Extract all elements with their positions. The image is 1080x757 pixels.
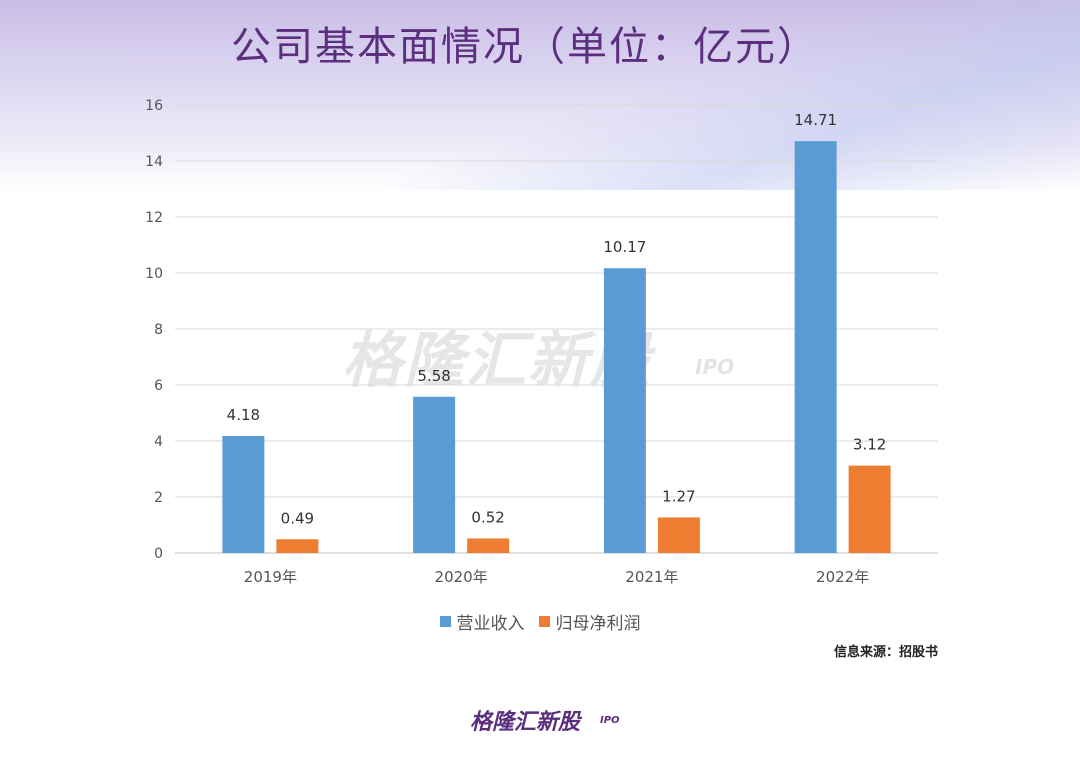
bar-revenue <box>794 141 837 553</box>
y-tick-label: 6 <box>154 378 163 394</box>
y-tick-label: 10 <box>145 266 163 282</box>
data-label-revenue: 4.18 <box>227 406 260 424</box>
x-tick-label: 2022年 <box>816 568 869 586</box>
data-label-net-profit: 1.27 <box>662 487 695 505</box>
source-note: 信息来源：招股书 <box>833 645 938 660</box>
data-label-revenue: 5.58 <box>417 367 450 385</box>
bar-revenue <box>222 435 265 553</box>
y-tick-label: 0 <box>154 546 163 562</box>
legend-label-net-profit: 归母净利润 <box>555 614 641 634</box>
data-label-net-profit: 0.52 <box>471 508 504 526</box>
legend-swatch-net-profit <box>538 616 550 627</box>
header-sheen <box>0 0 1080 190</box>
bar-revenue <box>413 396 456 553</box>
bar-net-profit <box>276 539 319 553</box>
legend-label-revenue: 营业收入 <box>456 614 525 634</box>
data-label-revenue: 10.17 <box>603 238 646 256</box>
bar-net-profit <box>657 517 700 553</box>
page-title: 公司基本面情况（单位：亿元） <box>231 24 819 70</box>
footer-logo: 格隆汇新股 <box>470 710 581 735</box>
data-label-revenue: 14.71 <box>794 111 837 129</box>
x-tick-label: 2019年 <box>244 568 297 586</box>
bar-revenue <box>603 268 646 553</box>
watermark-ipo: IPO <box>695 355 735 379</box>
watermark-text: 格隆汇新股 <box>342 326 652 396</box>
y-tick-label: 2 <box>154 490 163 506</box>
bar-net-profit <box>467 538 510 553</box>
y-tick-label: 16 <box>145 98 163 114</box>
data-label-net-profit: 3.12 <box>853 436 886 454</box>
y-tick-label: 12 <box>145 210 163 226</box>
y-tick-label: 8 <box>154 322 163 338</box>
chart-legend: 营业收入 归母净利润 <box>0 609 1080 634</box>
footer-logo-ipo: IPO <box>600 715 620 726</box>
bar-net-profit <box>848 465 891 553</box>
y-tick-label: 14 <box>145 154 163 170</box>
legend-item-net-profit: 归母净利润 <box>538 609 641 634</box>
y-tick-label: 4 <box>154 434 163 450</box>
x-tick-label: 2021年 <box>625 568 678 586</box>
legend-item-revenue: 营业收入 <box>439 609 525 634</box>
data-label-net-profit: 0.49 <box>281 509 314 527</box>
x-tick-label: 2020年 <box>435 568 488 586</box>
legend-swatch-revenue <box>439 616 451 627</box>
